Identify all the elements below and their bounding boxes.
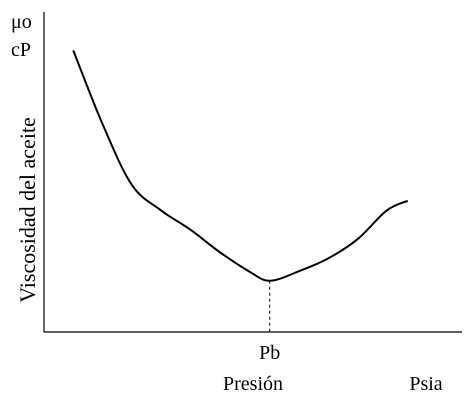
x-tick-label: Pb (259, 342, 280, 364)
x-axis-label: Presión (223, 373, 283, 393)
viscosity-curve (72, 50, 409, 282)
x-unit-label: Psia (409, 373, 442, 393)
y-unit-cp: cP (11, 39, 31, 61)
y-unit-mu: μo (11, 11, 32, 33)
y-axis-label: Viscosidad del aceite (15, 117, 40, 303)
